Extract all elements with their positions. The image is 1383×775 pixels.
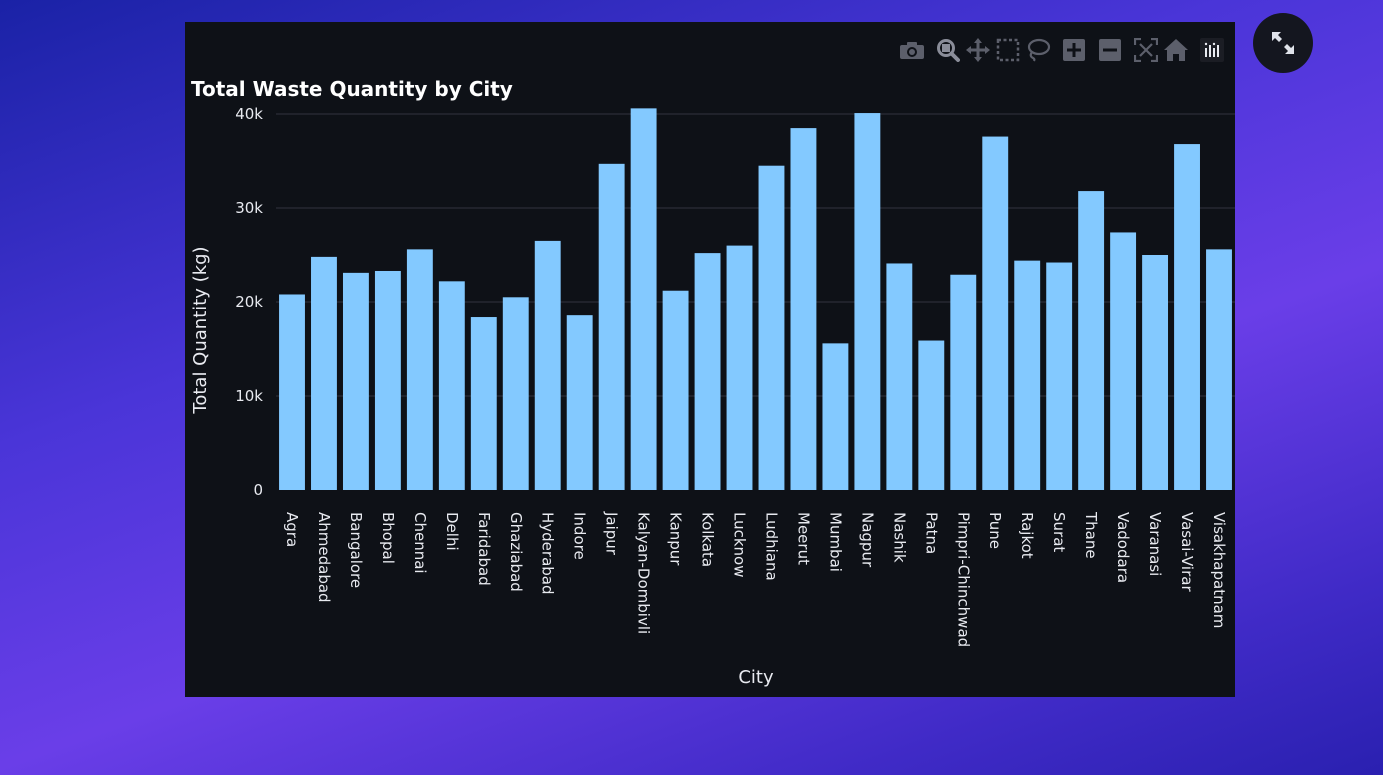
x-tick-label: Pimpri-Chinchwad (954, 512, 972, 647)
bar-mumbai[interactable] (822, 343, 849, 490)
x-tick-label: Ghaziabad (507, 512, 525, 592)
x-tick-label: Mumbai (826, 512, 844, 572)
bar-lucknow[interactable] (726, 245, 753, 490)
x-tick-label: Faridabad (475, 512, 493, 586)
bar-chennai[interactable] (406, 249, 433, 490)
bar-rajkot[interactable] (1014, 260, 1041, 490)
bar-vasai-virar[interactable] (1174, 144, 1200, 490)
x-tick-label: Nagpur (858, 512, 876, 568)
x-tick-label: Meerut (794, 512, 812, 565)
gridlines (276, 113, 1235, 397)
bar-faridabad[interactable] (470, 317, 497, 490)
x-tick-label: Delhi (443, 512, 461, 551)
y-tick-label: 40k (235, 105, 263, 123)
bar-indore[interactable] (566, 315, 593, 490)
x-tick-label: Rajkot (1018, 512, 1036, 559)
bar-ghaziabad[interactable] (502, 297, 529, 490)
bar-vadodara[interactable] (1110, 232, 1137, 490)
x-tick-label: Thane (1082, 511, 1100, 559)
bar-pimpri-chinchwad[interactable] (950, 274, 977, 490)
bar-pune[interactable] (982, 136, 1009, 490)
x-tick-label: Jaipur (603, 511, 621, 556)
y-tick-label: 0 (253, 481, 263, 499)
reset-axes-icon[interactable] (1161, 36, 1191, 64)
zoom-out-icon[interactable] (1095, 36, 1125, 64)
modebar (897, 36, 1227, 64)
x-tick-label: Nashik (890, 512, 908, 563)
bar-ludhiana[interactable] (758, 165, 785, 490)
bar-visakhapatnam[interactable] (1206, 249, 1232, 490)
bar-nashik[interactable] (886, 263, 913, 490)
y-tick-label: 10k (235, 387, 263, 405)
bar-kanpur[interactable] (662, 290, 689, 490)
autoscale-icon[interactable] (1131, 36, 1161, 64)
bar-meerut[interactable] (790, 128, 817, 490)
chart-title: Total Waste Quantity by City (191, 77, 513, 101)
zoom-icon[interactable] (933, 36, 963, 64)
x-tick-label: Visakhapatnam (1210, 512, 1228, 628)
chart-container: Total Waste Quantity by City 0 10k 20k 30k 4… (185, 22, 1235, 697)
x-tick-label: Ludhiana (762, 512, 780, 581)
expand-button[interactable] (1253, 13, 1313, 73)
x-tick-label: Kalyan-Dombivli (635, 512, 653, 634)
box-select-icon[interactable] (993, 36, 1023, 64)
x-tick-label: Bhopal (379, 512, 397, 564)
bar-bhopal[interactable] (374, 270, 401, 490)
bar-kolkata[interactable] (694, 253, 721, 490)
x-tick-label: Pune (986, 512, 1004, 549)
x-tick-label: Kanpur (667, 512, 685, 566)
bars (279, 108, 1232, 491)
lasso-select-icon[interactable] (1023, 36, 1053, 64)
bar-ahmedabad[interactable] (311, 256, 337, 490)
bar-patna[interactable] (918, 340, 945, 490)
x-axis-title: City (738, 667, 774, 688)
x-tick-label: Kolkata (699, 512, 717, 567)
zoom-in-icon[interactable] (1059, 36, 1089, 64)
pan-icon[interactable] (963, 36, 993, 64)
x-tick-label: Hyderabad (539, 512, 557, 595)
x-tick-labels: Agra Ahmedabad Bangalore Bhopal Chennai Delhi… (283, 511, 1228, 647)
bar-chart[interactable]: Total Waste Quantity by City 0 10k 20k 30k 4… (185, 22, 1235, 697)
plotly-logo-icon[interactable] (1197, 36, 1227, 64)
x-tick-label: Patna (922, 512, 940, 554)
expand-icon (1272, 32, 1294, 54)
y-tick-labels: 0 10k 20k 30k 40k (235, 105, 263, 499)
bar-bangalore[interactable] (342, 272, 369, 490)
x-tick-label: Vadodara (1114, 512, 1132, 583)
y-tick-label: 30k (235, 199, 263, 217)
camera-icon[interactable] (897, 36, 927, 64)
bar-jaipur[interactable] (598, 163, 625, 490)
bar-hyderabad[interactable] (534, 240, 561, 490)
x-tick-label: Ahmedabad (315, 512, 333, 603)
x-tick-label: Vasai-Virar (1178, 512, 1196, 592)
bar-nagpur[interactable] (854, 113, 881, 490)
x-tick-label: Surat (1050, 512, 1068, 552)
x-tick-label: Varanasi (1146, 512, 1164, 576)
y-axis-title: Total Quantity (kg) (190, 246, 211, 414)
bar-surat[interactable] (1046, 262, 1073, 490)
y-tick-label: 20k (235, 293, 263, 311)
bar-agra[interactable] (279, 294, 305, 490)
bar-thane[interactable] (1078, 191, 1105, 490)
bar-kalyan-dombivli[interactable] (630, 108, 657, 491)
bar-varanasi[interactable] (1142, 255, 1169, 490)
x-tick-label: Lucknow (731, 512, 749, 578)
x-tick-label: Chennai (411, 512, 429, 574)
x-tick-label: Agra (283, 512, 301, 547)
bar-delhi[interactable] (438, 281, 465, 490)
x-tick-label: Indore (571, 512, 589, 560)
x-tick-label: Bangalore (347, 512, 365, 588)
